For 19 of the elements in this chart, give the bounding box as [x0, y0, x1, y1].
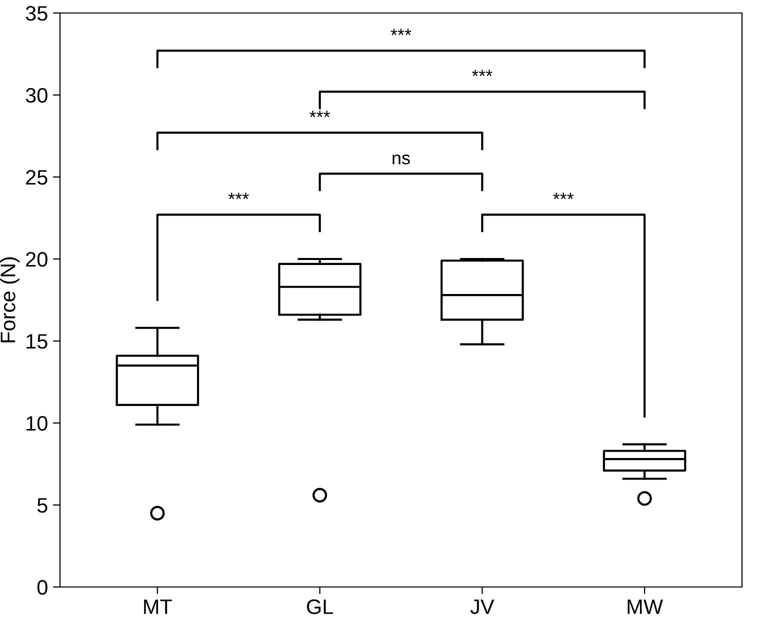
- annotation: ***: [310, 110, 330, 118]
- y-tick-label: 5: [37, 498, 48, 513]
- x-tick-label: MW: [628, 600, 664, 614]
- x-tick-label: JV: [470, 600, 494, 614]
- y-tick-label: 10: [26, 416, 48, 431]
- y-tick-label: 15: [26, 334, 48, 349]
- y-axis-title: Force (N): [0, 257, 20, 342]
- annotation: ***: [553, 192, 574, 200]
- y-tick-label: 35: [26, 6, 48, 21]
- y-tick-label: 20: [26, 252, 48, 267]
- annotation: ***: [472, 70, 492, 76]
- annotation: ***: [390, 28, 412, 36]
- y-tick-label: 30: [26, 88, 48, 103]
- y-tick-label: 25: [26, 170, 48, 185]
- x-tick-label: GL: [306, 599, 334, 614]
- annotation: ns: [392, 154, 410, 164]
- y-tick-label: 0: [37, 580, 48, 595]
- x-tick-label: MT: [144, 600, 172, 614]
- annotation: ***: [228, 192, 249, 200]
